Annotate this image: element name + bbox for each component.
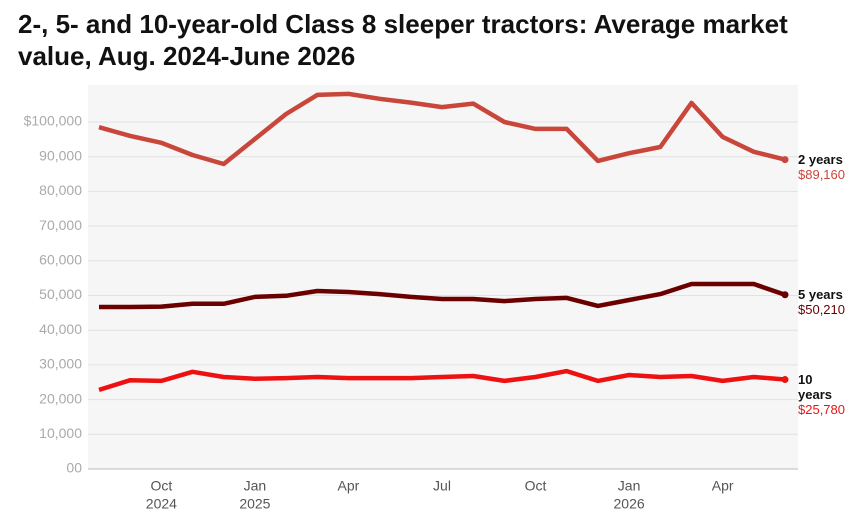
end-point — [781, 291, 789, 299]
end-label: 2 years $89,160 — [798, 152, 850, 182]
end-point — [781, 376, 789, 384]
end-point — [781, 156, 789, 164]
x-tick-label: Apr — [712, 478, 734, 494]
y-tick-label: 60,000 — [39, 252, 82, 268]
y-tick-label: 50,000 — [39, 286, 82, 302]
y-tick-label: 40,000 — [39, 321, 82, 337]
series-name: 5 years — [798, 286, 843, 302]
x-tick-label: Jan — [244, 478, 267, 494]
series-line — [98, 368, 786, 393]
chart-title: 2-, 5- and 10-year-old Class 8 sleeper t… — [18, 9, 788, 71]
y-tick-label: 10,000 — [39, 425, 82, 441]
end-label: 10 years $25,780 — [798, 372, 850, 417]
y-tick-label: 70,000 — [39, 217, 82, 233]
end-label: 5 years $50,210 — [798, 287, 850, 317]
x-tick-label: Jul — [433, 478, 451, 494]
series-name: 2 years — [798, 151, 843, 167]
x-tick-year: 2026 — [614, 496, 645, 512]
x-tick-year: 2025 — [239, 496, 270, 512]
y-tick-label: $100,000 — [24, 113, 83, 129]
y-tick-label: 30,000 — [39, 356, 82, 372]
series-line — [99, 281, 786, 310]
plot-background — [88, 85, 798, 469]
series-name: 10 years — [798, 371, 832, 402]
series-line — [98, 91, 786, 167]
value-label: $50,210 — [798, 301, 845, 317]
x-tick-label: Jan — [618, 478, 641, 494]
y-tick-label: 00 — [66, 460, 82, 476]
y-tick-label: 90,000 — [39, 147, 82, 163]
x-tick-label: Oct — [150, 478, 172, 494]
value-label: $89,160 — [798, 166, 845, 182]
x-tick-year: 2024 — [146, 496, 177, 512]
y-tick-label: 80,000 — [39, 182, 82, 198]
x-tick-label: Apr — [338, 478, 360, 494]
x-tick-label: Oct — [525, 478, 547, 494]
value-label: $25,780 — [798, 401, 845, 417]
y-tick-label: 20,000 — [39, 390, 82, 406]
